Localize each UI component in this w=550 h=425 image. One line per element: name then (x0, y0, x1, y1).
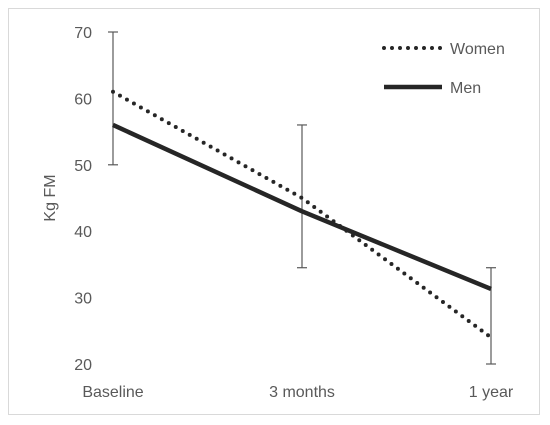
legend-item-women: Women (382, 41, 505, 58)
error-bar (486, 267, 496, 365)
y-tick-label: 40 (74, 224, 92, 241)
legend-label: Men (450, 80, 481, 97)
error-bar (108, 31, 118, 166)
chart-frame (8, 8, 540, 415)
y-tick-label: 30 (74, 291, 92, 308)
y-tick-label: 50 (74, 158, 92, 175)
x-axis-ticks: Baseline 3 months 1 year (82, 384, 514, 401)
y-tick-label: 70 (74, 25, 92, 42)
legend-item-men: Men (384, 80, 481, 97)
series-line-men (112, 122, 492, 292)
x-tick-label: Baseline (82, 384, 143, 401)
y-axis-ticks: 20 30 40 50 60 70 (74, 25, 92, 374)
x-tick-label: 1 year (469, 384, 514, 401)
y-axis-title: Kg FM (42, 174, 59, 221)
legend: Women Men (382, 41, 505, 97)
x-tick-label: 3 months (269, 384, 335, 401)
series-lines (111, 89, 493, 340)
legend-label: Women (450, 41, 505, 58)
series-line-women (111, 89, 493, 340)
y-tick-label: 20 (74, 357, 92, 374)
y-tick-label: 60 (74, 91, 92, 108)
